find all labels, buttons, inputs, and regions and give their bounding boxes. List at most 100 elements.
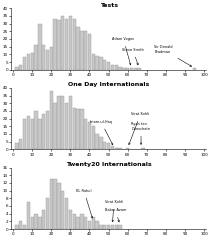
Bar <box>38 119 42 149</box>
Bar <box>80 109 84 149</box>
Text: Ryan ten
Doeschate: Ryan ten Doeschate <box>131 122 150 144</box>
Bar <box>53 103 57 149</box>
Bar <box>31 119 34 149</box>
Bar <box>103 142 107 149</box>
Bar <box>65 19 68 70</box>
Bar <box>61 96 65 149</box>
Bar <box>57 21 61 70</box>
Bar <box>23 225 26 229</box>
Bar <box>38 24 42 70</box>
Bar <box>73 108 76 149</box>
Bar <box>19 221 23 229</box>
Bar <box>46 111 49 149</box>
Bar <box>118 148 122 149</box>
Bar <box>95 56 99 70</box>
Text: Virat Kohli: Virat Kohli <box>129 112 150 145</box>
Bar <box>42 210 45 229</box>
Bar <box>80 31 84 70</box>
Bar <box>76 109 80 149</box>
Bar <box>111 225 114 229</box>
Bar <box>65 103 68 149</box>
Bar <box>46 50 49 70</box>
Bar <box>115 225 118 229</box>
Bar <box>38 217 42 229</box>
Text: Imam-ul-Haq: Imam-ul-Haq <box>89 120 113 145</box>
Text: Virat Kohli: Virat Kohli <box>105 200 123 222</box>
Bar <box>95 134 99 149</box>
Text: Babar Azam: Babar Azam <box>105 208 126 222</box>
Text: KL Rahul: KL Rahul <box>76 189 93 218</box>
Bar <box>126 148 129 149</box>
Bar <box>107 143 110 149</box>
Bar <box>50 47 53 70</box>
Bar <box>15 225 19 229</box>
Title: Tests: Tests <box>100 3 118 8</box>
Bar <box>103 60 107 70</box>
Bar <box>15 143 19 149</box>
Bar <box>27 115 30 149</box>
Bar <box>19 139 23 149</box>
Title: One Day Internationals: One Day Internationals <box>68 82 149 87</box>
Bar <box>92 217 95 229</box>
Bar <box>65 198 68 229</box>
Bar <box>69 16 72 70</box>
Bar <box>31 53 34 70</box>
Bar <box>34 214 38 229</box>
Bar <box>88 221 91 229</box>
Bar <box>115 148 118 149</box>
Bar <box>92 54 95 70</box>
Bar <box>53 179 57 229</box>
Bar <box>57 183 61 229</box>
Bar <box>61 190 65 229</box>
Bar <box>118 225 122 229</box>
Bar <box>193 68 196 70</box>
Bar <box>31 217 34 229</box>
Bar <box>23 119 26 149</box>
Bar <box>95 221 99 229</box>
Bar <box>107 225 110 229</box>
Bar <box>122 68 126 70</box>
Bar <box>42 45 45 70</box>
Bar <box>19 65 23 70</box>
Bar <box>76 217 80 229</box>
Bar <box>103 225 107 229</box>
Bar <box>80 214 84 229</box>
Bar <box>107 62 110 70</box>
Text: Steve Smith: Steve Smith <box>122 48 144 65</box>
Bar <box>84 217 87 229</box>
Bar <box>73 19 76 70</box>
Bar <box>137 68 141 70</box>
Bar <box>99 57 103 70</box>
Bar <box>84 119 87 149</box>
Bar <box>92 126 95 149</box>
Title: Twenty20 Internationals: Twenty20 Internationals <box>66 162 151 167</box>
Bar <box>34 45 38 70</box>
Bar <box>15 67 19 70</box>
Bar <box>130 68 133 70</box>
Bar <box>34 111 38 149</box>
Bar <box>42 114 45 149</box>
Bar <box>57 96 61 149</box>
Bar <box>27 54 30 70</box>
Bar <box>53 19 57 70</box>
Bar <box>46 198 49 229</box>
Bar <box>50 91 53 149</box>
Bar <box>115 65 118 70</box>
Bar <box>61 16 65 70</box>
Bar <box>111 65 114 70</box>
Bar <box>88 122 91 149</box>
Bar <box>69 210 72 229</box>
Bar <box>23 57 26 70</box>
Text: Sir Donald
Bradman: Sir Donald Bradman <box>154 45 192 66</box>
Bar <box>99 225 103 229</box>
Bar <box>111 146 114 149</box>
Text: Adam Voges: Adam Voges <box>112 37 134 65</box>
Bar <box>118 67 122 70</box>
Bar <box>88 34 91 70</box>
Bar <box>84 31 87 70</box>
Bar <box>50 179 53 229</box>
Bar <box>76 27 80 70</box>
Bar <box>126 68 129 70</box>
Bar <box>27 202 30 229</box>
Bar <box>69 96 72 149</box>
